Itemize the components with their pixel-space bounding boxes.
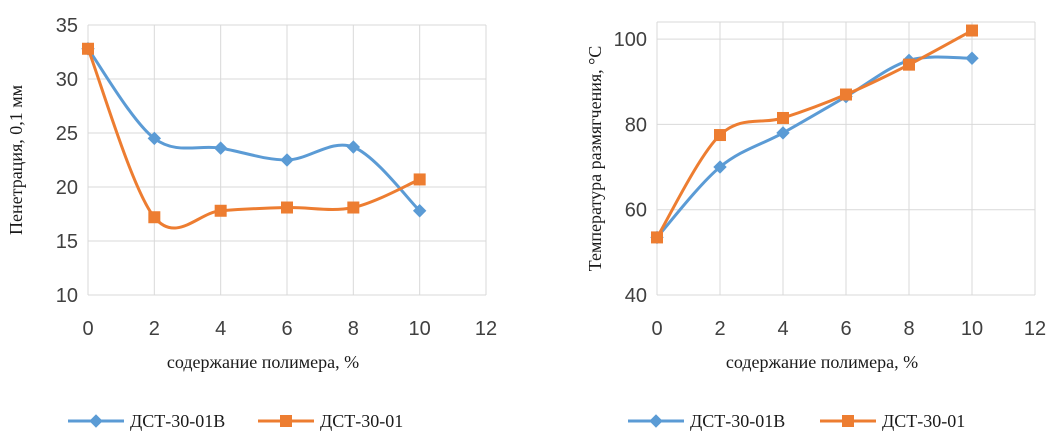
y-tick-label: 60 xyxy=(625,200,647,222)
series-0 xyxy=(650,51,979,245)
y-tick-label: 100 xyxy=(614,29,647,51)
x-tick-label: 10 xyxy=(409,318,431,340)
x-tick-label: 10 xyxy=(961,318,983,340)
legend: ДСТ-30-01В ДСТ-30-01 xyxy=(68,411,403,431)
x-tick-label: 2 xyxy=(714,318,725,340)
penetration-chart: 0 2 4 6 8 10 12 10 15 20 25 30 35 содержание полимера… xyxy=(6,15,497,431)
data-point xyxy=(713,160,727,174)
x-tick-label: 8 xyxy=(903,318,914,340)
legend-marker xyxy=(842,415,854,427)
data-point xyxy=(213,141,228,155)
data-point xyxy=(776,126,790,140)
data-point xyxy=(903,58,915,71)
tick-labels: 0 2 4 6 8 10 12 40 60 80 100 xyxy=(614,29,1047,340)
y-tick-label: 15 xyxy=(56,231,78,253)
series-line xyxy=(655,55,974,239)
y-axis-title: Пенетрация, 0,1 мм xyxy=(6,85,26,235)
x-axis-title: содержание полимера, % xyxy=(167,352,359,372)
x-tick-label: 4 xyxy=(215,318,226,340)
data-point xyxy=(413,173,426,186)
data-point xyxy=(777,111,789,124)
grid xyxy=(656,21,1036,296)
series-line xyxy=(86,47,422,230)
series-line xyxy=(86,47,422,213)
y-tick-label: 25 xyxy=(56,123,78,145)
data-point xyxy=(148,211,161,224)
softening-temperature-chart-svg: 0 2 4 6 8 10 12 40 60 80 100 содержание полимера, %… xyxy=(585,21,1047,431)
legend-marker xyxy=(280,415,292,427)
x-tick-label: 0 xyxy=(651,318,662,340)
legend-marker xyxy=(649,414,663,428)
legend-marker xyxy=(89,414,103,428)
x-tick-label: 6 xyxy=(840,318,851,340)
series-1 xyxy=(651,24,978,244)
data-point xyxy=(412,204,427,218)
y-tick-label: 30 xyxy=(56,69,78,91)
legend: ДСТ-30-01В ДСТ-30-01 xyxy=(628,411,965,431)
penetration-chart-svg: 0 2 4 6 8 10 12 10 15 20 25 30 35 содержание полимера… xyxy=(6,15,497,431)
data-point xyxy=(714,129,726,142)
series-1 xyxy=(82,42,426,230)
y-tick-label: 35 xyxy=(56,15,78,37)
series-0 xyxy=(81,42,427,218)
data-point xyxy=(347,201,360,214)
data-point xyxy=(651,231,663,244)
data-point xyxy=(965,51,979,65)
data-point xyxy=(82,42,94,55)
legend-label: ДСТ-30-01В xyxy=(130,411,225,431)
x-tick-label: 8 xyxy=(348,318,359,340)
data-point xyxy=(280,153,294,167)
y-tick-label: 40 xyxy=(625,285,647,307)
legend-label: ДСТ-30-01В xyxy=(690,411,785,431)
data-point xyxy=(346,140,361,154)
y-axis-title: Температура размягчения, °С xyxy=(585,46,605,272)
y-tick-label: 80 xyxy=(625,114,647,136)
y-tick-label: 20 xyxy=(56,177,78,199)
legend-label: ДСТ-30-01 xyxy=(882,411,965,431)
x-tick-label: 0 xyxy=(82,318,93,340)
y-tick-label: 10 xyxy=(56,285,78,307)
series-line xyxy=(655,29,974,239)
softening-temperature-chart: 0 2 4 6 8 10 12 40 60 80 100 содержание полимера, %… xyxy=(524,0,1048,439)
x-tick-label: 12 xyxy=(475,318,497,340)
data-point xyxy=(966,24,978,37)
x-tick-label: 4 xyxy=(777,318,788,340)
x-tick-label: 2 xyxy=(149,318,160,340)
tick-labels: 0 2 4 6 8 10 12 10 15 20 25 30 35 xyxy=(56,15,497,340)
x-tick-label: 6 xyxy=(281,318,292,340)
x-axis-title: содержание полимера, % xyxy=(726,352,918,372)
data-point xyxy=(281,201,293,214)
data-point xyxy=(840,88,852,101)
data-point xyxy=(214,204,227,217)
x-tick-label: 12 xyxy=(1024,318,1046,340)
legend-label: ДСТ-30-01 xyxy=(320,411,403,431)
data-point xyxy=(147,131,162,146)
